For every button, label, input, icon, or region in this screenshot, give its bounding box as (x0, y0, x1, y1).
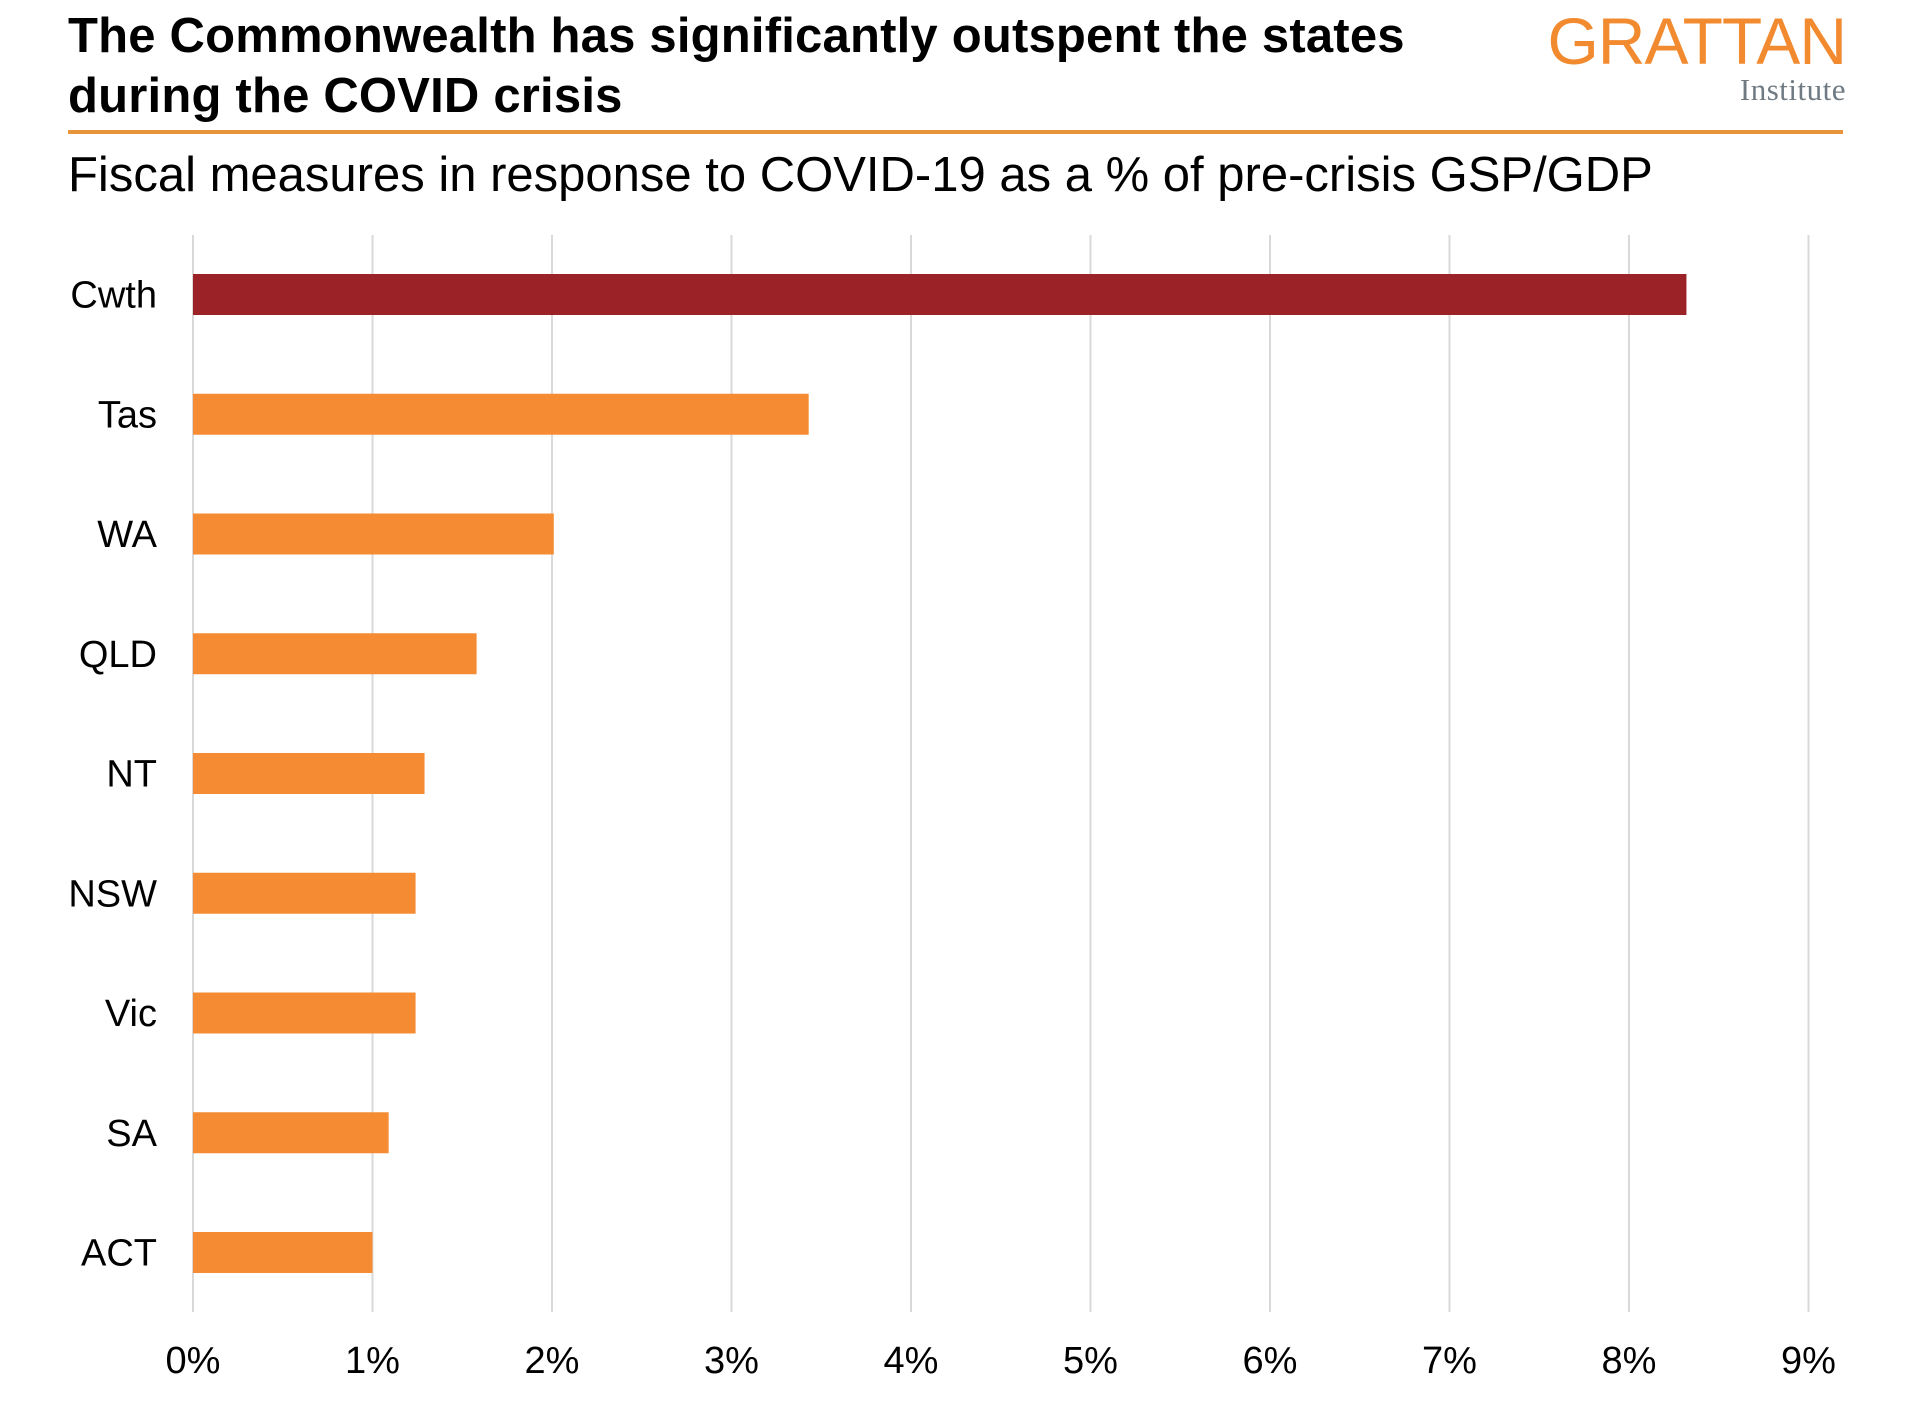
x-tick-label: 7% (1422, 1340, 1477, 1382)
x-tick-label: 3% (704, 1340, 759, 1382)
bar-wa (193, 513, 554, 555)
logo-wordmark: GRATTAN (1547, 4, 1847, 78)
bar-nsw (193, 872, 416, 914)
x-tick-label: 0% (166, 1340, 221, 1382)
bar-sa (193, 1112, 389, 1154)
category-label: ACT (81, 1233, 157, 1275)
bar-qld (193, 633, 477, 675)
category-label: WA (97, 514, 157, 556)
category-label: SA (106, 1113, 157, 1155)
chart-subtitle: Fiscal measures in response to COVID-19 … (68, 148, 1653, 202)
bar-tas (193, 393, 809, 435)
bar-act (193, 1232, 373, 1273)
category-label: NSW (68, 873, 157, 915)
category-labels: Cwth Tas WA QLD NT NSW Vic SA ACT (68, 275, 157, 1275)
x-tick-label: 9% (1781, 1340, 1836, 1382)
chart-title: The Commonwealth has significantly outsp… (68, 9, 1405, 123)
category-label: NT (106, 754, 157, 796)
x-tick-label: 6% (1243, 1340, 1298, 1382)
category-label: Tas (98, 394, 157, 436)
header-divider (68, 130, 1843, 134)
category-label: QLD (79, 634, 157, 676)
bar-nt (193, 753, 425, 794)
bar-cwth (193, 274, 1687, 315)
bar-vic (193, 992, 416, 1034)
grattan-logo: GRATTAN Institute (1520, 4, 1847, 118)
bars (193, 274, 1687, 1273)
x-tick-label: 8% (1602, 1340, 1657, 1382)
logo-tagline: Institute (1739, 72, 1846, 107)
category-label: Vic (105, 993, 157, 1035)
x-tick-label: 5% (1063, 1340, 1118, 1382)
x-tick-label: 1% (345, 1340, 400, 1382)
x-tick-label: 4% (884, 1340, 939, 1382)
x-tick-label: 2% (525, 1340, 580, 1382)
x-tick-labels: 0% 1% 2% 3% 4% 5% 6% 7% 8% 9% (166, 1340, 1836, 1382)
category-label: Cwth (70, 275, 157, 317)
